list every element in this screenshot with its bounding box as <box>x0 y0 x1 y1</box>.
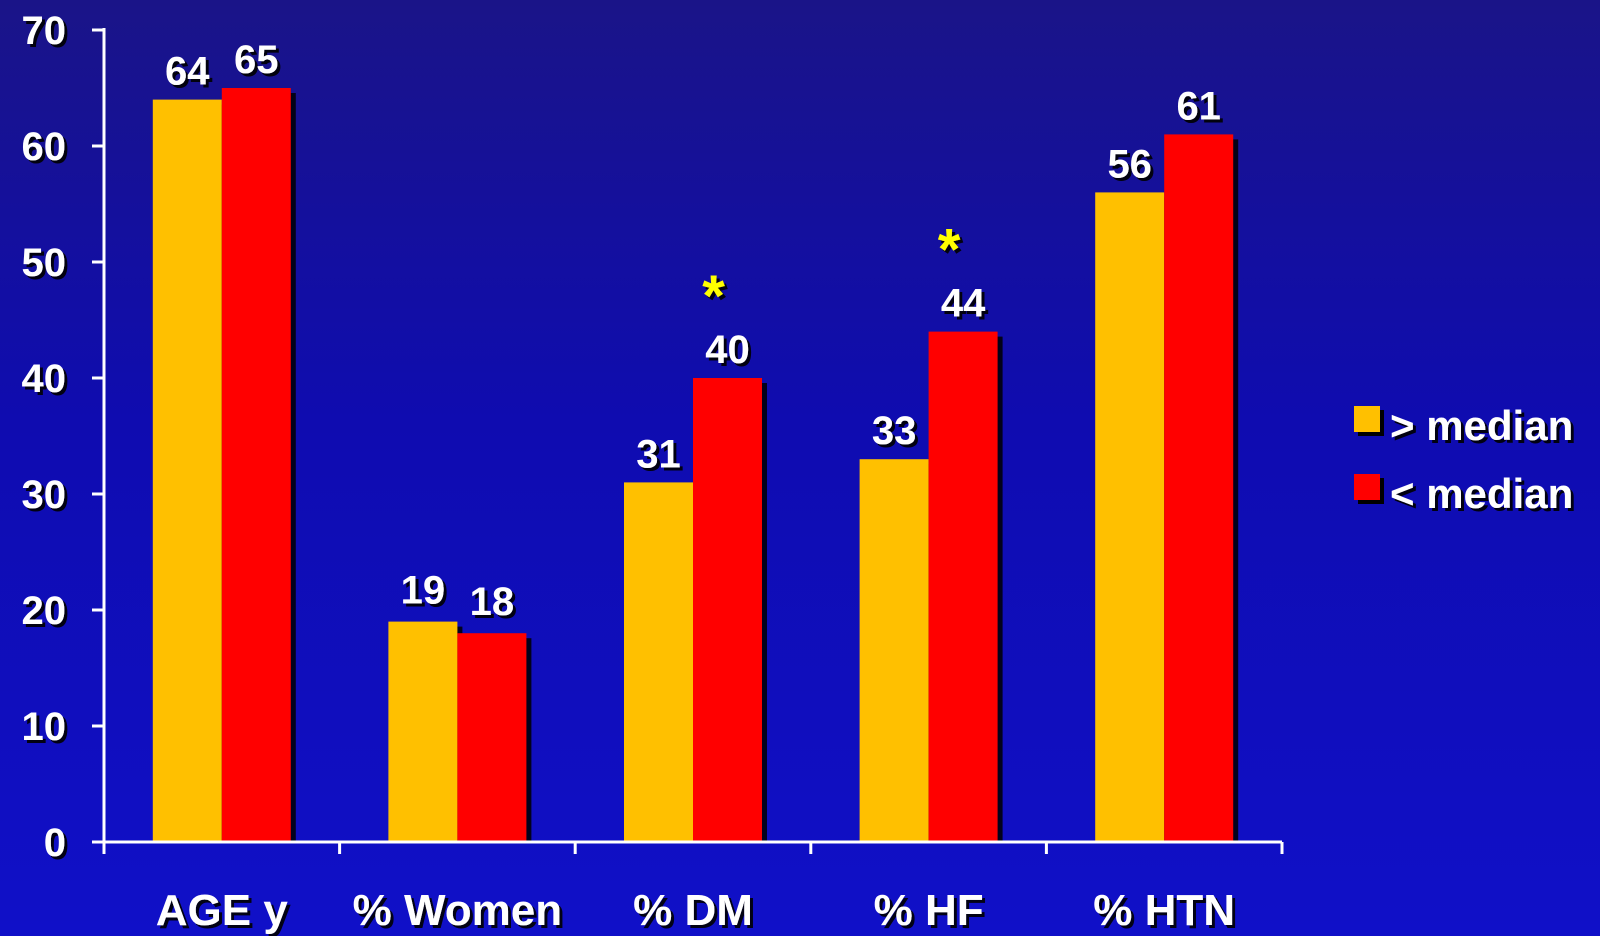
data-label: 64 <box>165 50 210 94</box>
bar-above-median <box>624 482 693 842</box>
x-tick-label: % DM <box>633 886 753 935</box>
y-tick-label: 10 <box>22 705 67 749</box>
y-tick-label: 70 <box>22 9 67 53</box>
data-label: 61 <box>1176 84 1221 128</box>
y-tick-label: 20 <box>22 589 67 633</box>
significance-asterisk: * <box>702 264 725 329</box>
y-tick-label: 30 <box>22 473 67 517</box>
bar-below-median <box>457 633 527 842</box>
legend-label: > median <box>1390 402 1573 449</box>
bar-above-median <box>388 621 458 842</box>
data-label: 19 <box>401 569 446 613</box>
data-label: 33 <box>872 409 917 453</box>
x-tick-label: % HTN <box>1093 886 1235 935</box>
plot-area: 64 65 19 18 31 40 33 44 56 61 * * 0 10 20 30 40 50 60 70 AGE… <box>22 9 1284 935</box>
data-label: 65 <box>234 38 279 82</box>
data-label: 40 <box>705 328 750 372</box>
bar-below-median <box>1164 134 1234 842</box>
bar-above-median <box>152 99 222 843</box>
legend-swatch-above-median <box>1354 406 1380 432</box>
legend-swatch-below-median <box>1354 474 1380 500</box>
y-tick-label: 60 <box>22 125 67 169</box>
data-label: 44 <box>941 282 986 326</box>
y-tick-label: 0 <box>44 821 66 865</box>
bar-above-median <box>1095 192 1165 842</box>
legend-label: < median <box>1390 470 1573 517</box>
bar-below-median <box>928 331 998 842</box>
bar-below-median <box>221 88 291 842</box>
y-tick-label: 40 <box>22 357 67 401</box>
x-tick-label: AGE y <box>156 886 289 935</box>
x-tick-label: % HF <box>874 886 984 935</box>
y-tick-label: 50 <box>22 241 67 285</box>
legend: > median < median <box>1354 402 1573 517</box>
data-label: 31 <box>636 432 681 476</box>
significance-asterisk: * <box>938 218 961 283</box>
data-label: 56 <box>1107 142 1152 186</box>
bar-below-median <box>693 378 762 842</box>
data-label: 18 <box>470 580 515 624</box>
x-tick-label: % Women <box>353 886 562 935</box>
bar-above-median <box>859 459 929 842</box>
